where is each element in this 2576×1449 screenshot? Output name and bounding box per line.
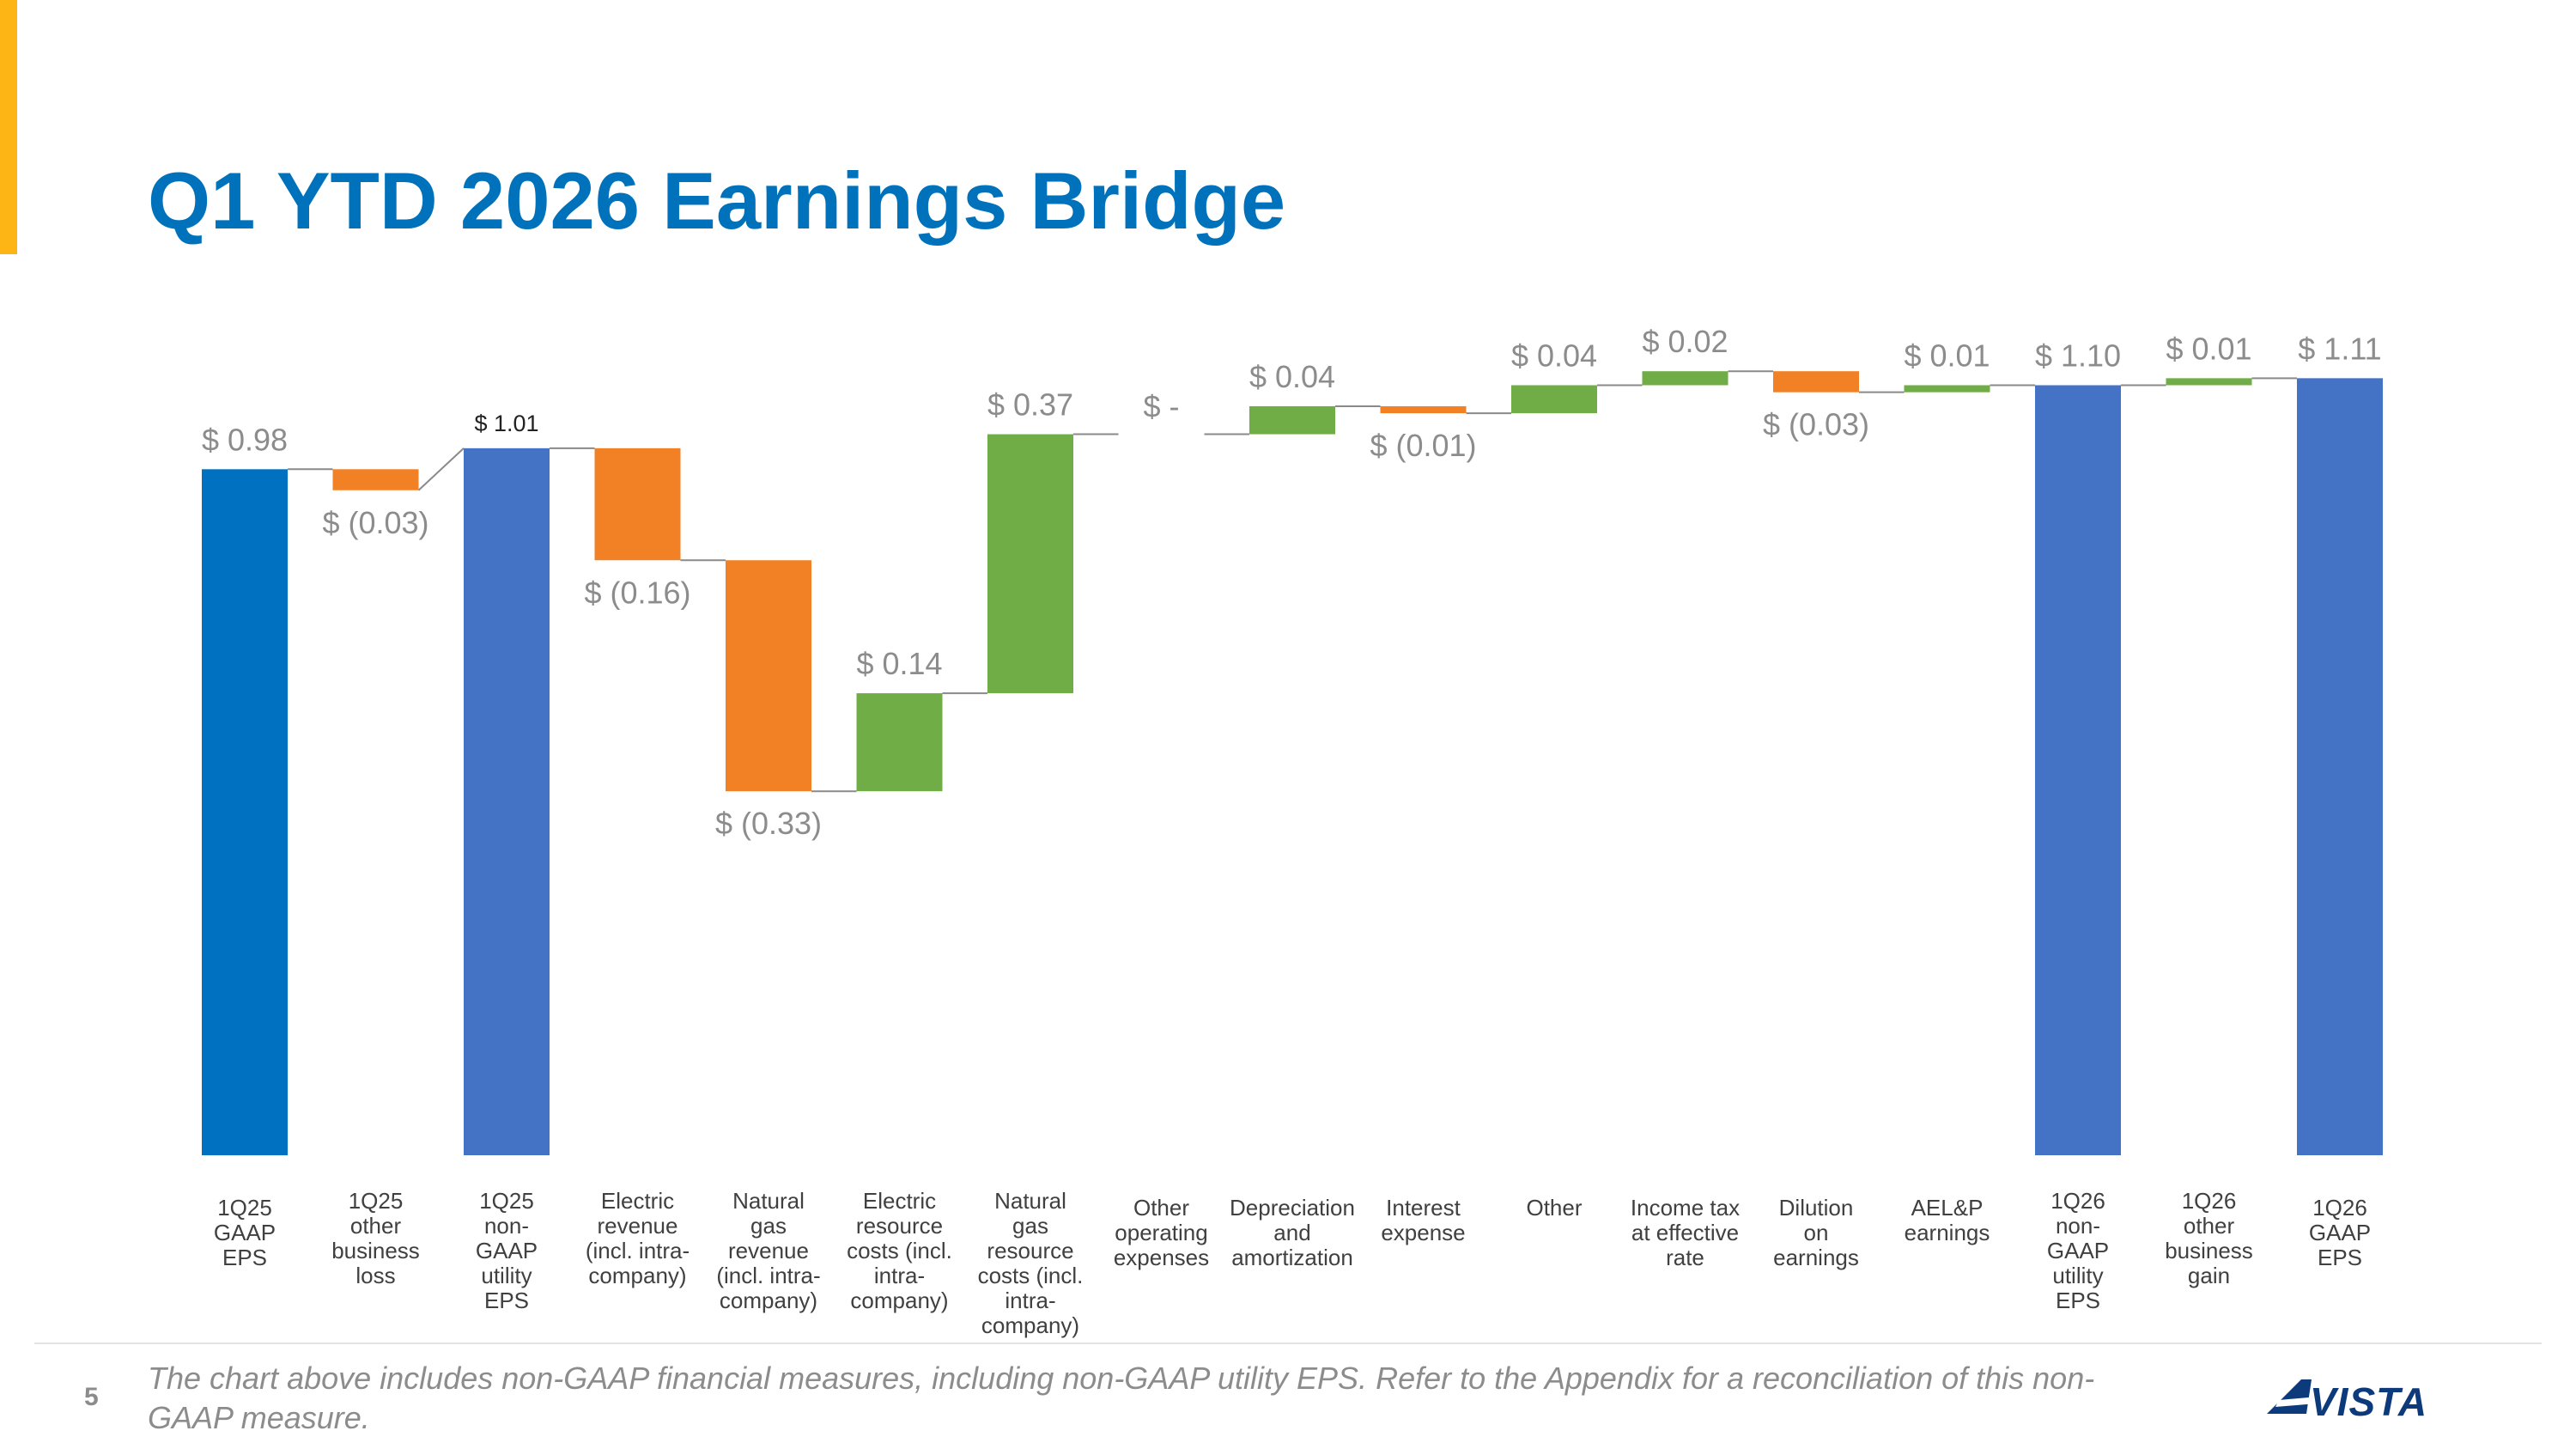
svg-text:VISTA: VISTA — [2310, 1379, 2427, 1424]
bar-12 — [1642, 371, 1728, 386]
bar-9 — [1249, 405, 1335, 435]
data-label-7: $ 0.37 — [987, 387, 1073, 423]
category-label-12: Income tax at effective rate — [1631, 1195, 1740, 1270]
bar-14 — [1904, 385, 1990, 393]
bar-17 — [2297, 378, 2383, 1156]
bar-3 — [464, 447, 550, 1155]
bar-11 — [1511, 385, 1597, 414]
bar-5 — [726, 560, 811, 792]
bar-10 — [1380, 405, 1467, 414]
data-label-4: $ (0.16) — [584, 575, 690, 610]
category-label-2: 1Q25 other business loss — [331, 1188, 420, 1288]
category-label-8: Other operating expenses — [1114, 1195, 1209, 1270]
bar-15 — [2035, 385, 2121, 1155]
page-title: Q1 YTD 2026 Earnings Bridge — [148, 155, 1286, 246]
data-label-10: $ (0.01) — [1370, 428, 1476, 463]
category-label-10: Interest expense — [1381, 1195, 1465, 1245]
bar-13 — [1773, 371, 1859, 393]
bar-16 — [2166, 378, 2252, 386]
category-label-14: AEL&P earnings — [1905, 1195, 1990, 1245]
category-label-11: Other — [1526, 1195, 1582, 1221]
connector-line — [417, 447, 465, 491]
data-label-6: $ 0.14 — [856, 646, 942, 681]
data-label-17: $ 1.11 — [2298, 331, 2381, 366]
avista-logo: VISTA — [2267, 1379, 2427, 1424]
bar-4 — [594, 447, 681, 561]
category-label-9: Depreciation and amortization — [1230, 1195, 1355, 1270]
data-label-13: $ (0.03) — [1763, 407, 1869, 442]
footer-divider — [34, 1342, 2542, 1344]
category-label-15: 1Q26 non-GAAP utility EPS — [2047, 1188, 2109, 1313]
data-label-2: $ (0.03) — [322, 505, 428, 540]
data-label-11: $ 0.04 — [1511, 338, 1597, 374]
category-label-3: 1Q25 non-GAAP utility EPS — [476, 1188, 538, 1313]
footnote: The chart above includes non-GAAP financ… — [148, 1361, 2095, 1435]
category-label-5: Natural gas revenue (incl. intra-company) — [716, 1188, 820, 1313]
data-label-5: $ (0.33) — [715, 806, 822, 841]
earnings-bridge-chart: $ 0.98 $ (0.03) $ 1.01 $ (0.16) $ (0.33) $ 0.… — [202, 324, 2383, 1338]
category-label-16: 1Q26 other business gain — [2165, 1188, 2253, 1288]
data-label-3: $ 1.01 — [474, 411, 538, 436]
bar-2 — [332, 469, 419, 490]
bar-6 — [856, 693, 943, 792]
data-label-9: $ 0.04 — [1249, 359, 1335, 394]
category-label-13: Dilution on earnings — [1773, 1195, 1859, 1270]
accent-bar — [0, 0, 17, 254]
data-label-14: $ 0.01 — [1904, 338, 1990, 374]
data-label-12: $ 0.02 — [1642, 324, 1728, 359]
slide-number: 5 — [84, 1383, 99, 1411]
category-label-7: Natural gas resource costs (incl. intra-comp… — [978, 1188, 1084, 1338]
category-label-17: 1Q26 GAAP EPS — [2309, 1195, 2371, 1270]
category-label-1: 1Q25 GAAP EPS — [214, 1195, 276, 1270]
bar-1 — [202, 469, 288, 1155]
data-label-1: $ 0.98 — [202, 422, 288, 457]
data-label-15: $ 1.10 — [2035, 338, 2121, 374]
category-label-6: Electric resource costs (incl. intra-compan… — [847, 1188, 952, 1313]
data-label-8: $ - — [1143, 389, 1179, 424]
bar-7 — [987, 434, 1073, 694]
category-label-4: Electric revenue (incl. intra-company) — [586, 1188, 690, 1288]
data-label-16: $ 0.01 — [2166, 331, 2251, 366]
